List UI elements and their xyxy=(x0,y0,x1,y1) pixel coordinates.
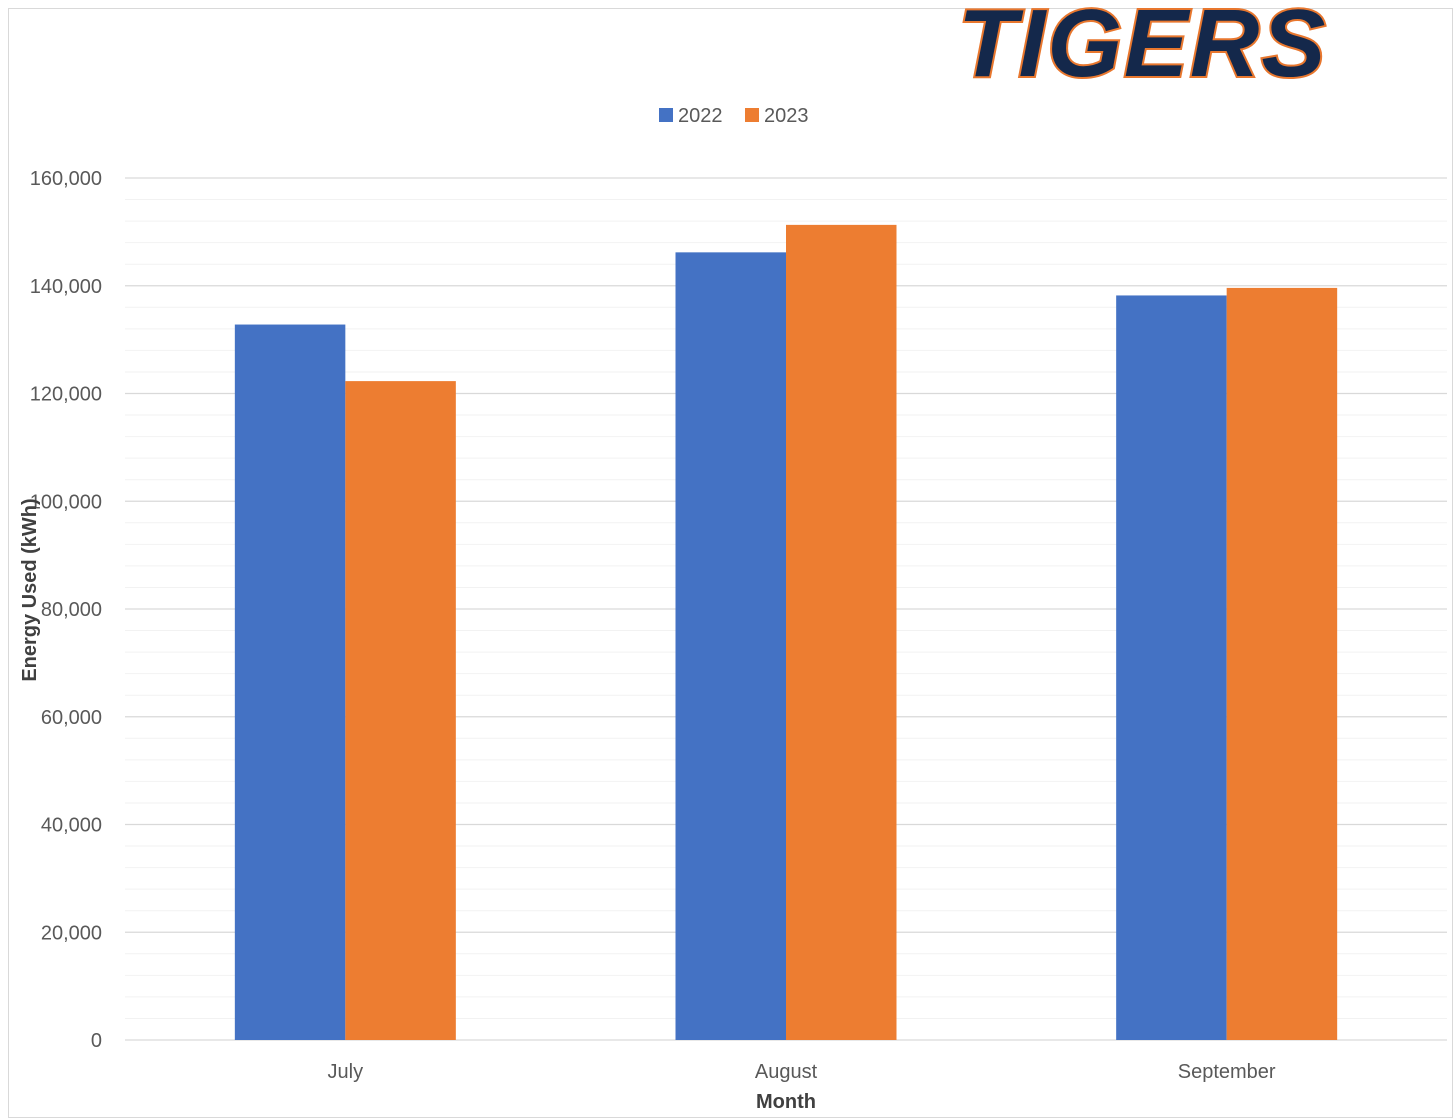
tigers-logo: TIGERS xyxy=(958,0,1327,97)
bar-2022-july xyxy=(234,324,346,1040)
y-tick-label: 40,000 xyxy=(41,815,102,837)
y-tick-label: 0 xyxy=(91,1030,102,1052)
bar-2022-september xyxy=(1116,295,1227,1040)
y-tick-label: 60,000 xyxy=(41,707,102,729)
legend-swatch-2023 xyxy=(745,108,759,122)
y-tick-label: 80,000 xyxy=(41,599,102,621)
y-tick-labels: 0 20,000 40,000 60,000 80,000 100,000 120,000 1… xyxy=(30,168,102,1052)
y-tick-label: 120,000 xyxy=(30,384,102,406)
y-axis-title: Energy Used (kWh) xyxy=(19,498,41,681)
x-tick-labels: July August September xyxy=(328,1061,1276,1083)
y-tick-label: 140,000 xyxy=(30,276,102,298)
y-tick-label: 160,000 xyxy=(30,168,102,190)
x-tick-label: August xyxy=(755,1061,818,1083)
legend-label-2022: 2022 xyxy=(678,105,723,127)
x-tick-label: July xyxy=(328,1061,364,1083)
legend: 2022 2023 xyxy=(659,105,809,127)
bar-2023-august xyxy=(786,224,897,1041)
y-tick-label: 20,000 xyxy=(41,922,102,944)
legend-label-2023: 2023 xyxy=(764,105,809,127)
bars xyxy=(234,224,1338,1041)
x-tick-label: September xyxy=(1178,1061,1276,1083)
bar-2023-july xyxy=(345,381,456,1040)
x-axis-title: Month xyxy=(756,1091,816,1113)
legend-swatch-2022 xyxy=(659,108,673,122)
y-tick-label: 100,000 xyxy=(30,491,102,513)
bar-2023-september xyxy=(1226,287,1338,1040)
bar-2022-august xyxy=(675,252,786,1040)
